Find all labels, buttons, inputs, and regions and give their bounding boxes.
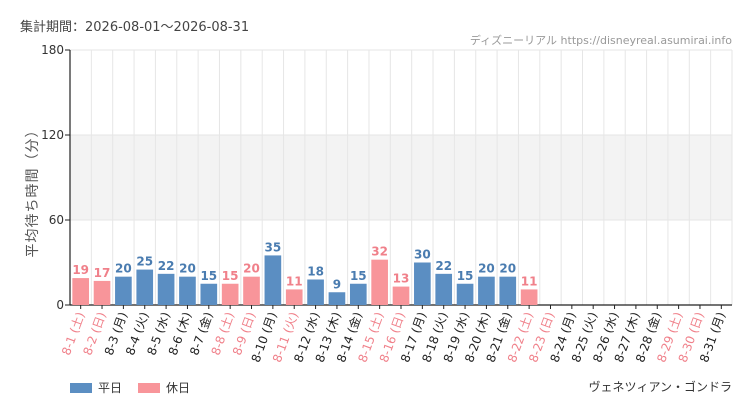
value-label-2: 17 — [94, 266, 111, 280]
source-label: ディズニーリアル https://disneyreal.asumirai.inf… — [469, 34, 732, 47]
value-label-21: 20 — [499, 262, 516, 276]
legend: 平日 休日 — [70, 379, 206, 396]
value-label-6: 20 — [179, 262, 196, 276]
bar-10 — [264, 255, 282, 305]
bar-22 — [520, 289, 538, 305]
y-tick-label-60: 60 — [49, 213, 64, 227]
value-label-8: 15 — [222, 269, 239, 283]
legend-label-holiday: 休日 — [166, 381, 191, 395]
value-label-10: 35 — [265, 240, 282, 254]
y-tick-label-0: 0 — [56, 298, 64, 312]
value-label-20: 20 — [478, 262, 495, 276]
bar-14 — [349, 283, 367, 305]
value-label-7: 15 — [200, 269, 217, 283]
y-tick-label-120: 120 — [41, 128, 64, 142]
bar-4 — [136, 269, 154, 305]
bar-11 — [285, 289, 303, 305]
value-label-13: 9 — [333, 277, 341, 291]
bar-20 — [478, 276, 495, 305]
bar-16 — [392, 286, 410, 305]
value-label-11: 11 — [286, 274, 303, 288]
bar-3 — [115, 276, 132, 305]
bar-12 — [307, 279, 324, 305]
bar-9 — [243, 276, 260, 305]
legend-swatch-weekday — [70, 382, 92, 393]
bar-17 — [414, 262, 431, 305]
legend-label-weekday: 平日 — [98, 381, 123, 395]
value-label-4: 25 — [136, 255, 153, 269]
ride-name: ヴェネツィアン・ゴンドラ — [588, 380, 732, 394]
value-label-9: 20 — [243, 262, 260, 276]
y-tick-label-180: 180 — [41, 43, 64, 57]
period-label: 集計期間：2026-08-01～2026-08-31 — [20, 20, 250, 35]
bar-1 — [72, 278, 90, 305]
value-label-14: 15 — [350, 269, 367, 283]
bar-19 — [456, 283, 474, 305]
legend-swatch-holiday — [138, 382, 161, 393]
value-label-5: 22 — [158, 259, 175, 273]
value-label-18: 22 — [435, 259, 452, 273]
bar-8 — [221, 283, 239, 305]
bar-6 — [179, 276, 196, 305]
bar-18 — [435, 273, 453, 305]
bar-2 — [93, 280, 111, 305]
value-label-1: 19 — [72, 263, 89, 277]
bar-7 — [200, 283, 218, 305]
legend-item-holiday: 休日 — [138, 379, 190, 396]
value-label-3: 20 — [115, 262, 132, 276]
value-label-19: 15 — [457, 269, 474, 283]
value-label-16: 13 — [393, 272, 410, 286]
bar-21 — [499, 276, 517, 305]
bar-15 — [371, 259, 388, 305]
value-label-22: 11 — [521, 274, 538, 288]
legend-item-weekday: 平日 — [70, 379, 122, 396]
grid-band-0 — [70, 135, 732, 220]
value-label-17: 30 — [414, 248, 431, 262]
bar-13 — [328, 292, 346, 305]
bar-5 — [157, 273, 175, 305]
value-label-15: 32 — [371, 245, 388, 259]
value-label-12: 18 — [307, 265, 324, 279]
